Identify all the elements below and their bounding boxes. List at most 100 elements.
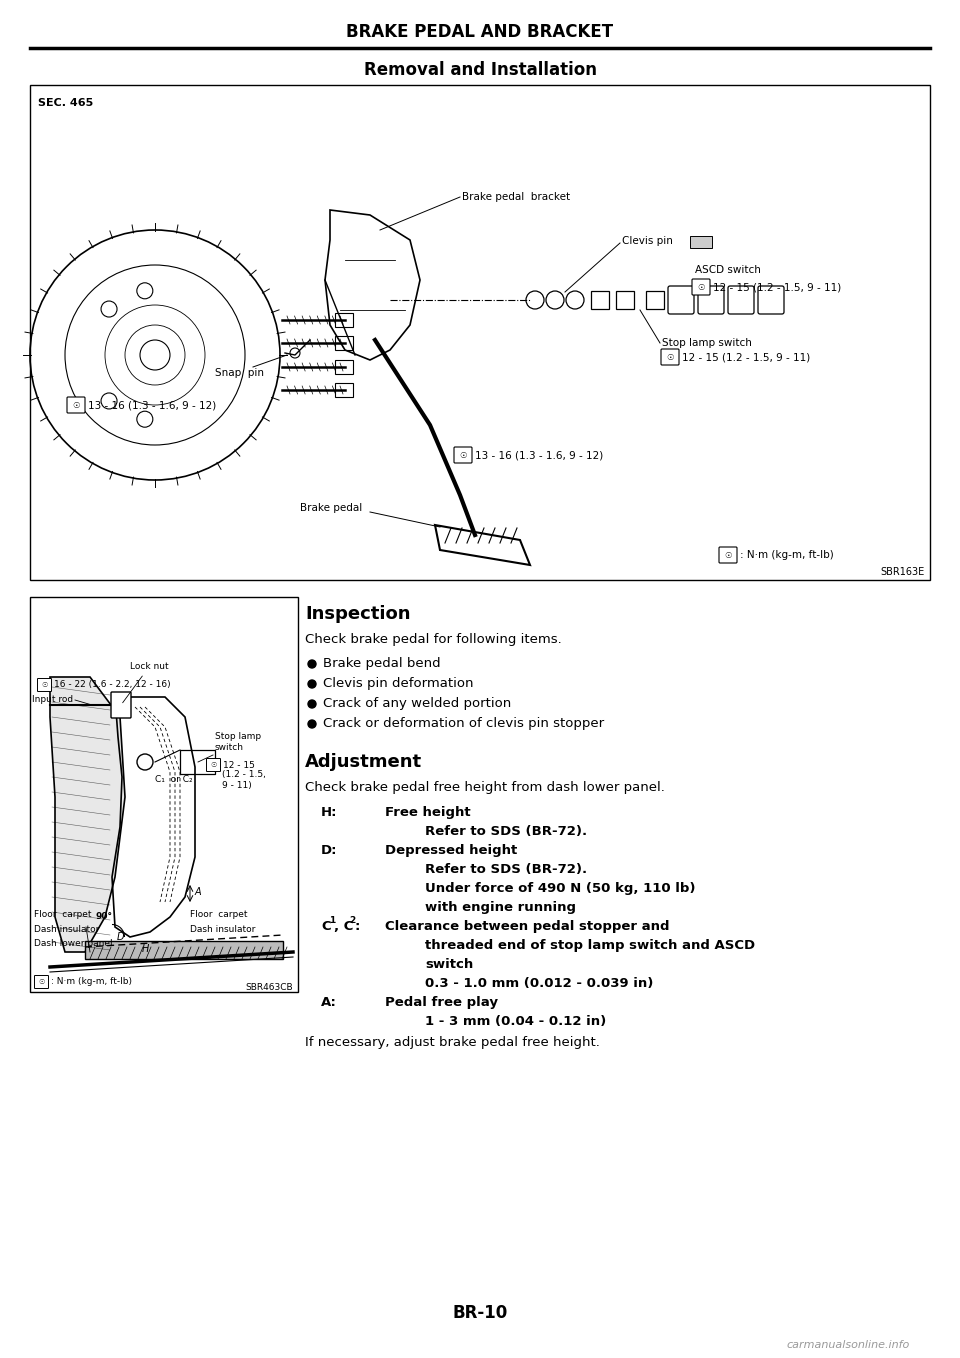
FancyBboxPatch shape [668,287,694,314]
Text: Free height: Free height [385,807,470,819]
Text: 13 - 16 (1.3 - 1.6, 9 - 12): 13 - 16 (1.3 - 1.6, 9 - 12) [475,449,603,460]
Bar [646,291,664,310]
FancyBboxPatch shape [37,679,52,691]
Bar [85,941,283,959]
Text: Check brake pedal free height from dash lower panel.: Check brake pedal free height from dash … [305,781,665,794]
Text: SBR163E: SBR163E [880,568,925,577]
Bar [591,291,609,310]
Text: Clearance between pedal stopper and: Clearance between pedal stopper and [385,919,669,933]
Text: Brake pedal: Brake pedal [300,502,362,513]
Text: A:: A: [321,995,337,1009]
Text: Refer to SDS (BR-72).: Refer to SDS (BR-72). [425,826,588,838]
Text: Stop lamp: Stop lamp [215,732,261,741]
Text: threaded end of stop lamp switch and ASCD: threaded end of stop lamp switch and ASC… [425,938,756,952]
Polygon shape [50,678,125,952]
Text: 2: 2 [349,917,355,925]
FancyBboxPatch shape [661,349,679,365]
Text: Pedal free play: Pedal free play [385,995,498,1009]
FancyBboxPatch shape [206,759,221,771]
Text: Brake pedal  bracket: Brake pedal bracket [462,191,570,202]
FancyBboxPatch shape [698,287,724,314]
Text: ☉: ☉ [210,762,217,769]
FancyBboxPatch shape [692,278,710,295]
Text: 0.3 - 1.0 mm (0.012 - 0.039 in): 0.3 - 1.0 mm (0.012 - 0.039 in) [425,976,654,990]
Text: : N·m (kg-m, ft-lb): : N·m (kg-m, ft-lb) [51,978,132,986]
Text: Refer to SDS (BR-72).: Refer to SDS (BR-72). [425,862,588,876]
Text: ☉: ☉ [72,401,80,410]
Text: Adjustment: Adjustment [305,752,422,771]
Text: 16 - 22 (1.6 - 2.2, 12 - 16): 16 - 22 (1.6 - 2.2, 12 - 16) [54,680,171,690]
Text: Snap  pin: Snap pin [215,368,264,378]
Text: ☉: ☉ [724,550,732,559]
Text: (1.2 - 1.5,: (1.2 - 1.5, [222,770,266,779]
Text: H: H [141,944,149,955]
Text: A: A [195,887,202,898]
Text: Stop lamp switch: Stop lamp switch [662,338,752,348]
Text: Floor  carpet: Floor carpet [190,910,248,919]
Bar [30,598,298,991]
Text: Brake pedal bend: Brake pedal bend [323,657,441,669]
FancyBboxPatch shape [335,360,353,373]
Text: switch: switch [215,743,244,752]
Text: SEC. 465: SEC. 465 [38,98,93,109]
Text: Lock nut: Lock nut [123,661,169,702]
Text: C: C [321,919,330,933]
Text: 12 - 15 (1.2 - 1.5, 9 - 11): 12 - 15 (1.2 - 1.5, 9 - 11) [682,352,810,363]
Text: 1: 1 [329,917,335,925]
Text: Clevis pin deformation: Clevis pin deformation [323,678,473,690]
Text: Inspection: Inspection [305,606,411,623]
FancyBboxPatch shape [454,447,472,463]
Circle shape [308,699,316,708]
Text: 12 - 15: 12 - 15 [223,760,254,770]
Text: ☉: ☉ [41,682,48,689]
Bar [30,86,930,580]
Text: ☉: ☉ [38,979,44,985]
Bar [690,236,712,249]
FancyBboxPatch shape [728,287,754,314]
Text: ☉: ☉ [697,282,705,292]
Text: D: D [116,932,124,942]
Text: Removal and Installation: Removal and Installation [364,61,596,79]
Text: carmanualsonline.info: carmanualsonline.info [787,1340,910,1350]
Text: Dash lower panel: Dash lower panel [34,938,112,948]
FancyBboxPatch shape [111,693,131,718]
Text: : N·m (kg-m, ft-lb): : N·m (kg-m, ft-lb) [740,550,833,559]
Text: 9 - 11): 9 - 11) [222,781,252,790]
Text: Dash insulator: Dash insulator [190,925,255,934]
Circle shape [308,660,316,668]
Text: Under force of 490 N (50 kg, 110 lb): Under force of 490 N (50 kg, 110 lb) [425,881,695,895]
Text: 13 - 16 (1.3 - 1.6, 9 - 12): 13 - 16 (1.3 - 1.6, 9 - 12) [88,401,216,410]
FancyBboxPatch shape [35,975,49,989]
Text: SBR463CB: SBR463CB [246,982,293,991]
Text: :: : [354,919,359,933]
Text: with engine running: with engine running [425,900,576,914]
Text: If necessary, adjust brake pedal free height.: If necessary, adjust brake pedal free he… [305,1036,600,1048]
Text: Input rod: Input rod [32,695,73,705]
Text: C₁  or C₂: C₁ or C₂ [155,775,193,784]
Text: , C: , C [334,919,353,933]
Text: H:: H: [321,807,338,819]
Bar [616,291,634,310]
Text: ☉: ☉ [459,451,467,459]
Circle shape [140,340,170,369]
FancyBboxPatch shape [758,287,784,314]
Text: Floor  carpet: Floor carpet [34,910,91,919]
Text: Clevis pin: Clevis pin [622,236,673,246]
Text: Check brake pedal for following items.: Check brake pedal for following items. [305,633,562,646]
FancyBboxPatch shape [719,547,737,564]
Text: Depressed height: Depressed height [385,845,517,857]
Circle shape [308,720,316,728]
Text: BR-10: BR-10 [452,1304,508,1321]
FancyBboxPatch shape [335,383,353,397]
Text: ☉: ☉ [666,353,674,361]
Text: 12 - 15 (1.2 - 1.5, 9 - 11): 12 - 15 (1.2 - 1.5, 9 - 11) [713,282,841,292]
FancyBboxPatch shape [335,335,353,350]
Text: Crack or deformation of clevis pin stopper: Crack or deformation of clevis pin stopp… [323,717,604,731]
FancyBboxPatch shape [335,312,353,327]
Text: BRAKE PEDAL AND BRACKET: BRAKE PEDAL AND BRACKET [347,23,613,41]
Circle shape [308,680,316,689]
Text: Dash insulator: Dash insulator [34,925,100,934]
Bar [180,750,215,774]
Text: switch: switch [425,957,473,971]
Text: D:: D: [321,845,338,857]
